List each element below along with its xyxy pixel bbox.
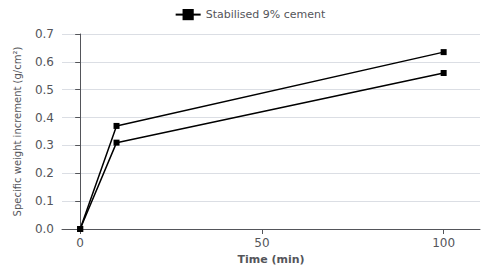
svg-text:0.5: 0.5 [35,83,54,97]
svg-text:0.0: 0.0 [35,222,54,236]
svg-text:100: 100 [432,236,455,250]
svg-text:50: 50 [254,236,269,250]
svg-text:0.4: 0.4 [35,111,54,125]
svg-text:0.7: 0.7 [35,27,54,41]
svg-text:0: 0 [76,236,84,250]
svg-text:Time (min): Time (min) [237,253,304,266]
svg-text:0.6: 0.6 [35,55,54,69]
svg-text:0.2: 0.2 [35,166,54,180]
svg-text:Stabilised 9% cement: Stabilised 9% cement [206,8,326,21]
svg-text:0.1: 0.1 [35,194,54,208]
svg-text:Specific weight increment (g/c: Specific weight increment (g/cm²) [12,47,23,217]
svg-text:0.3: 0.3 [35,138,54,152]
